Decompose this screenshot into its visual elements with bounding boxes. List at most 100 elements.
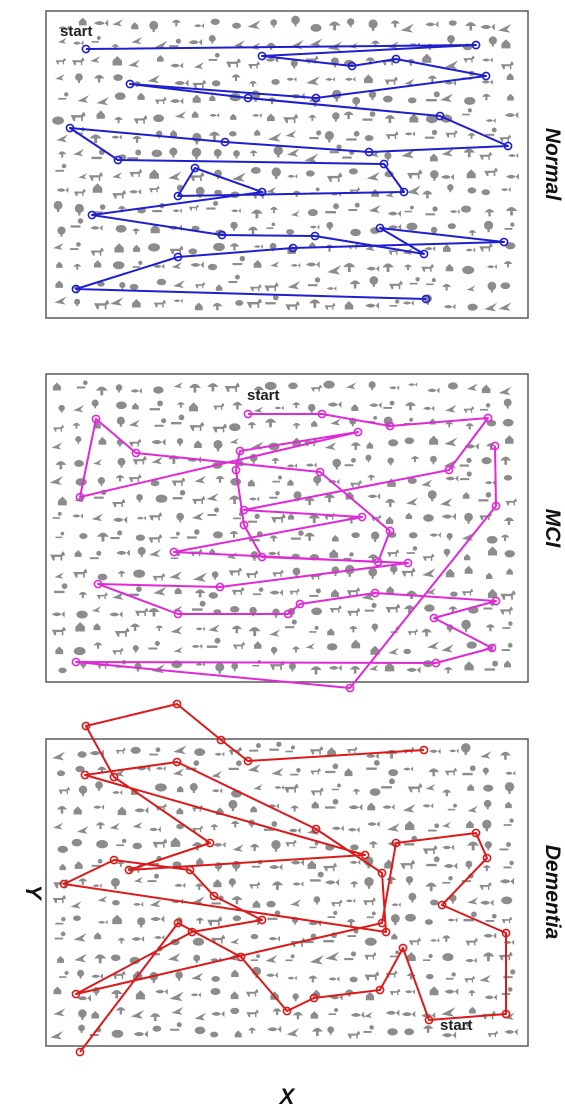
- distractor-silhouette: [465, 22, 477, 31]
- distractor-silhouette: [91, 606, 102, 613]
- distractor-silhouette: [503, 260, 513, 268]
- distractor-silhouette: [152, 838, 167, 848]
- distractor-silhouette: [195, 917, 204, 924]
- distractor-silhouette: [95, 781, 103, 791]
- distractor-silhouette: [448, 20, 457, 26]
- distractor-silhouette: [350, 881, 359, 888]
- panel-normal-fixations: [65, 40, 513, 304]
- distractor-silhouette: [346, 587, 360, 596]
- distractor-silhouette: [78, 785, 88, 797]
- distractor-silhouette: [483, 799, 492, 810]
- distractor-silhouette: [79, 533, 88, 539]
- distractor-silhouette: [247, 422, 257, 429]
- distractor-silhouette: [450, 591, 458, 597]
- distractor-silhouette: [147, 873, 160, 883]
- fixation-point: [75, 1047, 85, 1057]
- distractor-silhouette: [462, 108, 472, 116]
- distractor-silhouette: [264, 282, 279, 292]
- distractor-silhouette: [89, 550, 102, 560]
- distractor-silhouette: [447, 382, 459, 390]
- fixation-point: [419, 745, 429, 755]
- distractor-silhouette: [484, 994, 497, 1001]
- distractor-silhouette: [485, 118, 496, 124]
- distractor-silhouette: [249, 843, 260, 852]
- fixation-point: [173, 191, 183, 201]
- distractor-silhouette: [441, 148, 454, 157]
- distractor-silhouette: [444, 60, 459, 70]
- fixation-point: [113, 155, 123, 165]
- distractor-silhouette: [290, 59, 298, 69]
- distractor-silhouette: [460, 1022, 471, 1030]
- distractor-silhouette: [347, 928, 359, 938]
- distractor-silhouette: [290, 805, 299, 812]
- distractor-silhouette: [480, 23, 495, 31]
- fixation-point: [491, 501, 501, 511]
- distractor-silhouette: [307, 403, 316, 414]
- distractor-silhouette: [484, 167, 498, 177]
- distractor-silhouette: [215, 284, 223, 291]
- distractor-silhouette: [426, 973, 434, 980]
- distractor-silhouette: [446, 532, 453, 541]
- distractor-silhouette: [369, 788, 381, 796]
- distractor-silhouette: [505, 435, 514, 444]
- distractor-silhouette: [343, 263, 356, 272]
- distractor-silhouette: [194, 748, 206, 756]
- distractor-silhouette: [307, 209, 318, 217]
- distractor-silhouette: [329, 549, 339, 558]
- distractor-silhouette: [309, 841, 319, 849]
- distractor-silhouette: [389, 385, 400, 391]
- distractor-silhouette: [429, 748, 441, 755]
- distractor-silhouette: [78, 878, 88, 885]
- distractor-silhouette: [481, 79, 493, 85]
- distractor-silhouette: [344, 301, 354, 310]
- distractor-silhouette: [465, 860, 473, 870]
- distractor-silhouette: [351, 532, 360, 539]
- distractor-silhouette: [271, 767, 284, 776]
- distractor-silhouette: [91, 513, 104, 522]
- distractor-silhouette: [211, 895, 224, 905]
- distractor-silhouette: [352, 788, 361, 795]
- distractor-silhouette: [271, 513, 286, 523]
- distractor-silhouette: [75, 73, 83, 83]
- distractor-silhouette: [97, 477, 105, 486]
- fixation-point: [91, 414, 101, 424]
- distractor-silhouette: [171, 1006, 184, 1015]
- distractor-silhouette: [51, 626, 66, 636]
- distractor-silhouette: [443, 548, 451, 557]
- distractor-silhouette: [195, 883, 204, 890]
- distractor-silhouette: [250, 805, 257, 813]
- distractor-silhouette: [131, 22, 139, 30]
- distractor-silhouette: [263, 821, 278, 831]
- distractor-silhouette: [55, 74, 65, 81]
- distractor-silhouette: [133, 569, 146, 578]
- distractor-silhouette: [288, 382, 298, 390]
- distractor-silhouette: [155, 494, 168, 503]
- distractor-silhouette: [130, 746, 141, 754]
- distractor-silhouette: [429, 986, 439, 996]
- distractor-silhouette: [51, 611, 65, 618]
- distractor-silhouette: [371, 623, 379, 632]
- distractor-silhouette: [289, 588, 300, 595]
- distractor-silhouette: [332, 112, 340, 122]
- fixation-point: [173, 609, 183, 619]
- fixation-point: [471, 828, 481, 838]
- distractor-silhouette: [230, 937, 240, 945]
- fixation-point: [295, 599, 305, 609]
- distractor-silhouette: [168, 171, 182, 181]
- distractor-silhouette: [328, 664, 342, 672]
- distractor-silhouette: [487, 588, 498, 599]
- distractor-silhouette: [169, 991, 184, 1002]
- distractor-silhouette: [208, 131, 221, 141]
- distractor-silhouette: [191, 512, 204, 521]
- fixation-point: [403, 558, 413, 568]
- panel-mci: start: [45, 373, 529, 693]
- distractor-silhouette: [308, 920, 322, 927]
- fixation-point: [471, 40, 481, 50]
- distractor-silhouette: [211, 975, 220, 982]
- distractor-silhouette: [130, 623, 141, 631]
- distractor-silhouette: [269, 490, 280, 499]
- distractor-silhouette: [94, 954, 107, 964]
- distractor-silhouette: [90, 56, 101, 63]
- distractor-silhouette: [310, 1011, 319, 1019]
- distractor-silhouette: [116, 838, 127, 847]
